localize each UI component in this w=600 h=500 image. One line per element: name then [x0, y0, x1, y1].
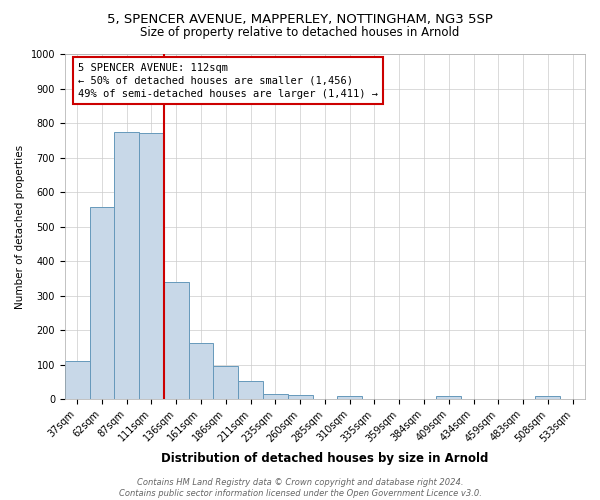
Bar	[139, 134, 164, 399]
Y-axis label: Number of detached properties: Number of detached properties	[15, 144, 25, 308]
Bar	[436, 396, 461, 399]
Text: Contains HM Land Registry data © Crown copyright and database right 2024.
Contai: Contains HM Land Registry data © Crown c…	[119, 478, 481, 498]
Bar	[65, 361, 89, 399]
Text: 5 SPENCER AVENUE: 112sqm
← 50% of detached houses are smaller (1,456)
49% of sem: 5 SPENCER AVENUE: 112sqm ← 50% of detach…	[78, 62, 378, 99]
Bar	[288, 395, 313, 399]
Text: Size of property relative to detached houses in Arnold: Size of property relative to detached ho…	[140, 26, 460, 39]
Bar	[214, 366, 238, 399]
X-axis label: Distribution of detached houses by size in Arnold: Distribution of detached houses by size …	[161, 452, 488, 465]
Bar	[115, 132, 139, 399]
Bar	[535, 396, 560, 399]
Bar	[188, 343, 214, 399]
Text: 5, SPENCER AVENUE, MAPPERLEY, NOTTINGHAM, NG3 5SP: 5, SPENCER AVENUE, MAPPERLEY, NOTTINGHAM…	[107, 12, 493, 26]
Bar	[238, 381, 263, 399]
Bar	[337, 396, 362, 399]
Bar	[164, 282, 188, 399]
Bar	[89, 206, 115, 399]
Bar	[263, 394, 288, 399]
